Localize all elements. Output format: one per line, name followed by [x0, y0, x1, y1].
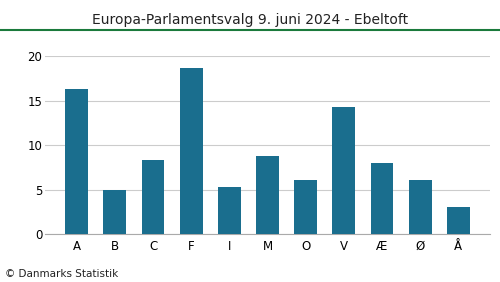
- Bar: [65, 89, 88, 234]
- Bar: [256, 156, 279, 234]
- Bar: [370, 163, 394, 234]
- Bar: [218, 187, 241, 234]
- Bar: [142, 160, 165, 234]
- Bar: [447, 208, 470, 234]
- Bar: [104, 190, 126, 234]
- Bar: [408, 180, 432, 234]
- Text: Europa-Parlamentsvalg 9. juni 2024 - Ebeltoft: Europa-Parlamentsvalg 9. juni 2024 - Ebe…: [92, 13, 408, 27]
- Text: © Danmarks Statistik: © Danmarks Statistik: [5, 269, 118, 279]
- Bar: [332, 107, 355, 234]
- Bar: [180, 68, 203, 234]
- Bar: [294, 180, 317, 234]
